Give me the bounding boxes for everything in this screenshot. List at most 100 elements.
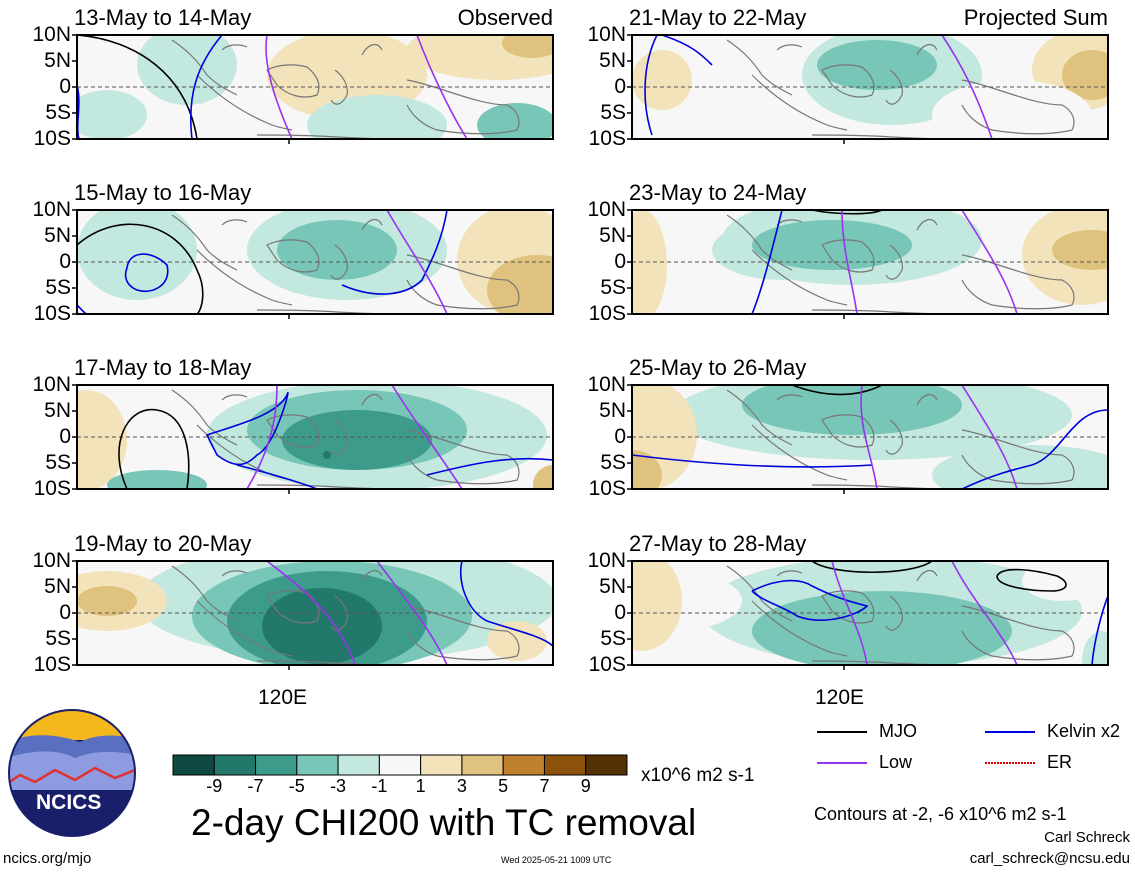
coastline [961, 79, 1075, 135]
coastline [821, 414, 875, 448]
lat-label: 10S [33, 302, 71, 325]
lat-label: 5S [600, 101, 626, 124]
figure-title: 2-day CHI200 with TC removal [191, 802, 697, 843]
wave-contour [661, 35, 713, 66]
coastline [361, 393, 383, 406]
wave-contour [961, 409, 1108, 489]
coastline [885, 69, 903, 105]
coastline [885, 244, 903, 280]
panel-field [632, 35, 1108, 139]
lat-label: 5N [599, 224, 626, 247]
chi-anomaly-region [477, 103, 553, 139]
lat-label: 5S [600, 627, 626, 650]
wave-contour [124, 253, 169, 292]
lat-label: 5S [600, 451, 626, 474]
map-panel [627, 34, 1109, 144]
colorbar-swatch [502, 754, 545, 776]
colorbar-swatch [255, 754, 298, 776]
coastline [821, 64, 875, 98]
wave-contour [426, 457, 553, 476]
coastline [330, 419, 348, 455]
legend-label: MJO [879, 721, 917, 741]
ncics-logo [8, 709, 136, 837]
coastline [751, 74, 848, 131]
author-name: Carl Schreck [1044, 829, 1130, 846]
coastline [961, 429, 1075, 485]
lat-label: 10N [32, 373, 71, 396]
colorbar-tick-label: 9 [580, 776, 591, 796]
wave-contour [236, 464, 318, 489]
panel-date-label: 23-May to 24-May [629, 180, 807, 205]
coastline [885, 595, 903, 631]
chi-anomaly-region [323, 451, 331, 459]
chi-anomaly-region [137, 35, 237, 105]
wave-contour [791, 385, 883, 396]
lat-label: 10N [32, 549, 71, 572]
lat-label: 0 [59, 425, 71, 448]
wave-contour [386, 210, 448, 314]
lat-label: 5S [45, 627, 71, 650]
panel-tag: Observed [457, 5, 553, 30]
coastline [961, 605, 1075, 661]
logo-ring [8, 709, 136, 837]
map-panel [72, 560, 554, 670]
colorbar-tick-label: 3 [456, 776, 467, 796]
lat-label: 5S [45, 276, 71, 299]
lat-label: 10S [588, 477, 626, 500]
wave-contour [941, 35, 993, 139]
coastline [266, 239, 320, 273]
chi-anomaly-region [307, 95, 447, 139]
chi-anomaly-region [277, 220, 397, 280]
lat-label: 5N [44, 575, 71, 598]
legend-label: Low [879, 752, 913, 772]
coastline [171, 214, 238, 271]
coastline [776, 570, 803, 577]
lat-label: 5S [45, 101, 71, 124]
wave-contour [77, 35, 198, 139]
coastline [406, 429, 520, 485]
wave-contour [751, 210, 783, 314]
coastline [361, 218, 383, 231]
coastline [406, 79, 520, 135]
legend-label: ER [1047, 752, 1073, 772]
lat-label: 0 [614, 75, 626, 98]
coastline [726, 565, 793, 622]
logo-trend-line [9, 766, 135, 787]
wave-contour [951, 561, 1018, 665]
chi-anomaly-region [752, 591, 1012, 665]
lat-label: 5N [44, 399, 71, 422]
coastline [916, 43, 938, 56]
wave-contour [118, 408, 190, 489]
lat-label: 0 [614, 425, 626, 448]
coastline [916, 218, 938, 231]
wave-contour [644, 35, 658, 136]
panel-field [632, 210, 1108, 314]
colorbar-tick-label: 1 [415, 776, 426, 796]
wave-contour [376, 561, 448, 665]
lat-label: 0 [59, 75, 71, 98]
panel-date-label: 21-May to 22-May [629, 5, 807, 30]
lat-label: 5N [599, 575, 626, 598]
coastline [885, 419, 903, 455]
coastline [406, 605, 520, 661]
chi-anomaly-region [632, 50, 692, 110]
wave-contour [341, 210, 448, 295]
coastline [751, 600, 848, 657]
chi-anomaly-region [817, 40, 937, 90]
coastline [266, 414, 320, 448]
panel-field [77, 35, 553, 139]
lat-label: 5S [45, 451, 71, 474]
lat-label: 10N [587, 198, 626, 221]
map-panel [627, 560, 1109, 670]
map-panel [72, 384, 554, 494]
website-link[interactable]: ncics.org/mjo [3, 850, 92, 867]
panel-field [77, 561, 553, 665]
chi-anomaly-region [282, 410, 432, 470]
colorbar-swatch [461, 754, 504, 776]
wave-contour [996, 568, 1067, 592]
panel-field [632, 561, 1108, 665]
map-panel [72, 34, 554, 144]
lat-label: 10S [33, 127, 71, 150]
author-email: carl_schreck@ncsu.edu [969, 850, 1130, 867]
coastline [361, 569, 383, 582]
